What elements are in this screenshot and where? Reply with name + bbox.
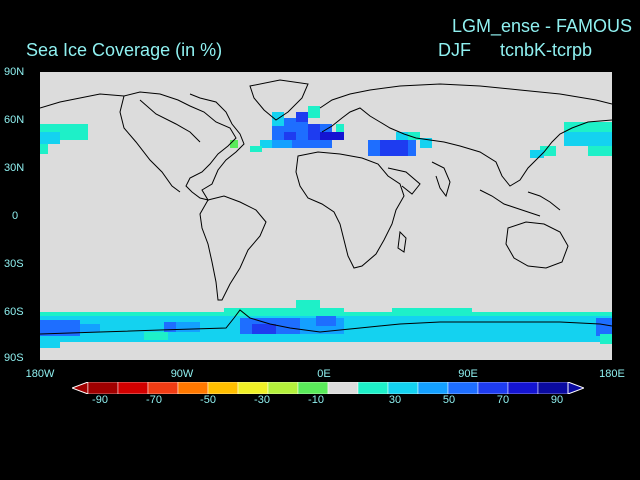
colorbar-arrow-left	[72, 382, 89, 394]
colorbar-label: 70	[496, 394, 510, 406]
colorbar-arrow-right	[567, 382, 584, 394]
lat-label-90s: 90S	[4, 352, 24, 364]
lon-label-180e: 180E	[599, 368, 625, 380]
lon-label-0e: 0E	[317, 368, 331, 380]
sea-ice-map	[40, 72, 612, 360]
colorbar-cell	[87, 382, 119, 394]
run-title: LGM_ense - FAMOUS	[452, 16, 633, 36]
colorbar-cell	[327, 382, 359, 394]
colorbar-cell	[297, 382, 329, 394]
coastlines	[40, 79, 612, 335]
colorbar-cell	[117, 382, 149, 394]
colorbar-cell	[147, 382, 179, 394]
colorbar-cell	[507, 382, 539, 394]
colorbar-cell	[207, 382, 239, 394]
colorbar-cell	[417, 382, 449, 394]
colorbar-label: -30	[254, 394, 270, 406]
lat-label-90n: 90N	[4, 66, 25, 78]
lat-label-eq: 0	[12, 210, 19, 222]
lat-label-60n: 60N	[4, 114, 25, 126]
colorbar-cell	[267, 382, 299, 394]
colorbar-label: 90	[550, 394, 564, 406]
colorbar-label: -10	[308, 394, 324, 406]
colorbar-label: -90	[92, 394, 108, 406]
colorbar	[72, 382, 584, 394]
colorbar-label: -50	[200, 394, 216, 406]
colorbar-cell	[177, 382, 209, 394]
lat-label-30n: 30N	[4, 162, 25, 174]
lon-label-180w: 180W	[25, 368, 55, 380]
experiment-label: tcnbK-tcrpb	[500, 40, 593, 60]
variable-title: Sea Ice Coverage (in %)	[26, 40, 223, 60]
colorbar-cell	[537, 382, 569, 394]
ice-cells-north	[40, 106, 612, 158]
colorbar-cell	[387, 382, 419, 394]
lat-label-60s: 60S	[4, 306, 24, 318]
colorbar-label: 50	[442, 394, 456, 406]
lon-label-90e: 90E	[458, 368, 478, 380]
ice-cells-south	[40, 300, 612, 350]
colorbar-cell	[357, 382, 389, 394]
colorbar-label: 30	[388, 394, 402, 406]
colorbar-cell	[237, 382, 269, 394]
colorbar-cells	[87, 382, 569, 394]
colorbar-cell	[477, 382, 509, 394]
colorbar-label: -70	[146, 394, 162, 406]
lon-label-90w: 90W	[170, 368, 194, 380]
lat-label-30s: 30S	[4, 258, 24, 270]
season-label: DJF	[438, 40, 471, 60]
colorbar-cell	[447, 382, 479, 394]
